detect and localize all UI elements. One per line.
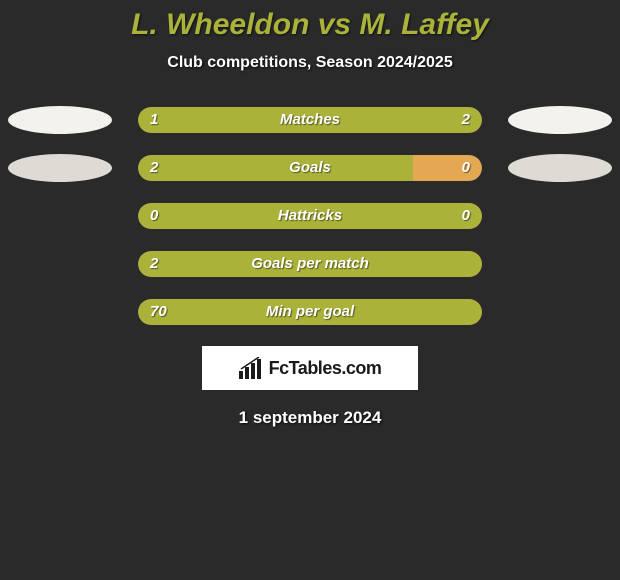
stat-bar: 20Goals — [138, 155, 482, 181]
stat-bar: 2Goals per match — [138, 251, 482, 277]
player-marker-left — [8, 298, 112, 326]
branding-text: FcTables.com — [269, 358, 382, 379]
infographic: L. Wheeldon vs M. Laffey Club competitio… — [0, 0, 620, 428]
stat-label: Goals per match — [138, 251, 482, 277]
stat-label: Hattricks — [138, 203, 482, 229]
stat-label: Goals — [138, 155, 482, 181]
player-marker-right — [508, 202, 612, 230]
player-marker-left — [8, 106, 112, 134]
stat-bar: 00Hattricks — [138, 203, 482, 229]
date-label: 1 september 2024 — [0, 408, 620, 428]
stat-bar: 70Min per goal — [138, 299, 482, 325]
stat-row: 20Goals — [0, 154, 620, 182]
stat-row: 2Goals per match — [0, 250, 620, 278]
player-marker-right — [508, 250, 612, 278]
stat-row: 70Min per goal — [0, 298, 620, 326]
stat-rows: 12Matches 20Goals 00Hattricks 2Goals per ma… — [0, 106, 620, 326]
stat-row: 12Matches — [0, 106, 620, 134]
player-marker-left — [8, 202, 112, 230]
page-title: L. Wheeldon vs M. Laffey — [0, 8, 620, 42]
stat-label: Matches — [138, 107, 482, 133]
player-marker-right — [508, 154, 612, 182]
stat-bar: 12Matches — [138, 107, 482, 133]
player-marker-left — [8, 154, 112, 182]
branding-box: FcTables.com — [202, 346, 418, 390]
player-marker-right — [508, 106, 612, 134]
stat-row: 00Hattricks — [0, 202, 620, 230]
stat-label: Min per goal — [138, 299, 482, 325]
player-marker-left — [8, 250, 112, 278]
player-marker-right — [508, 298, 612, 326]
chart-icon — [239, 357, 265, 379]
subtitle: Club competitions, Season 2024/2025 — [0, 54, 620, 72]
